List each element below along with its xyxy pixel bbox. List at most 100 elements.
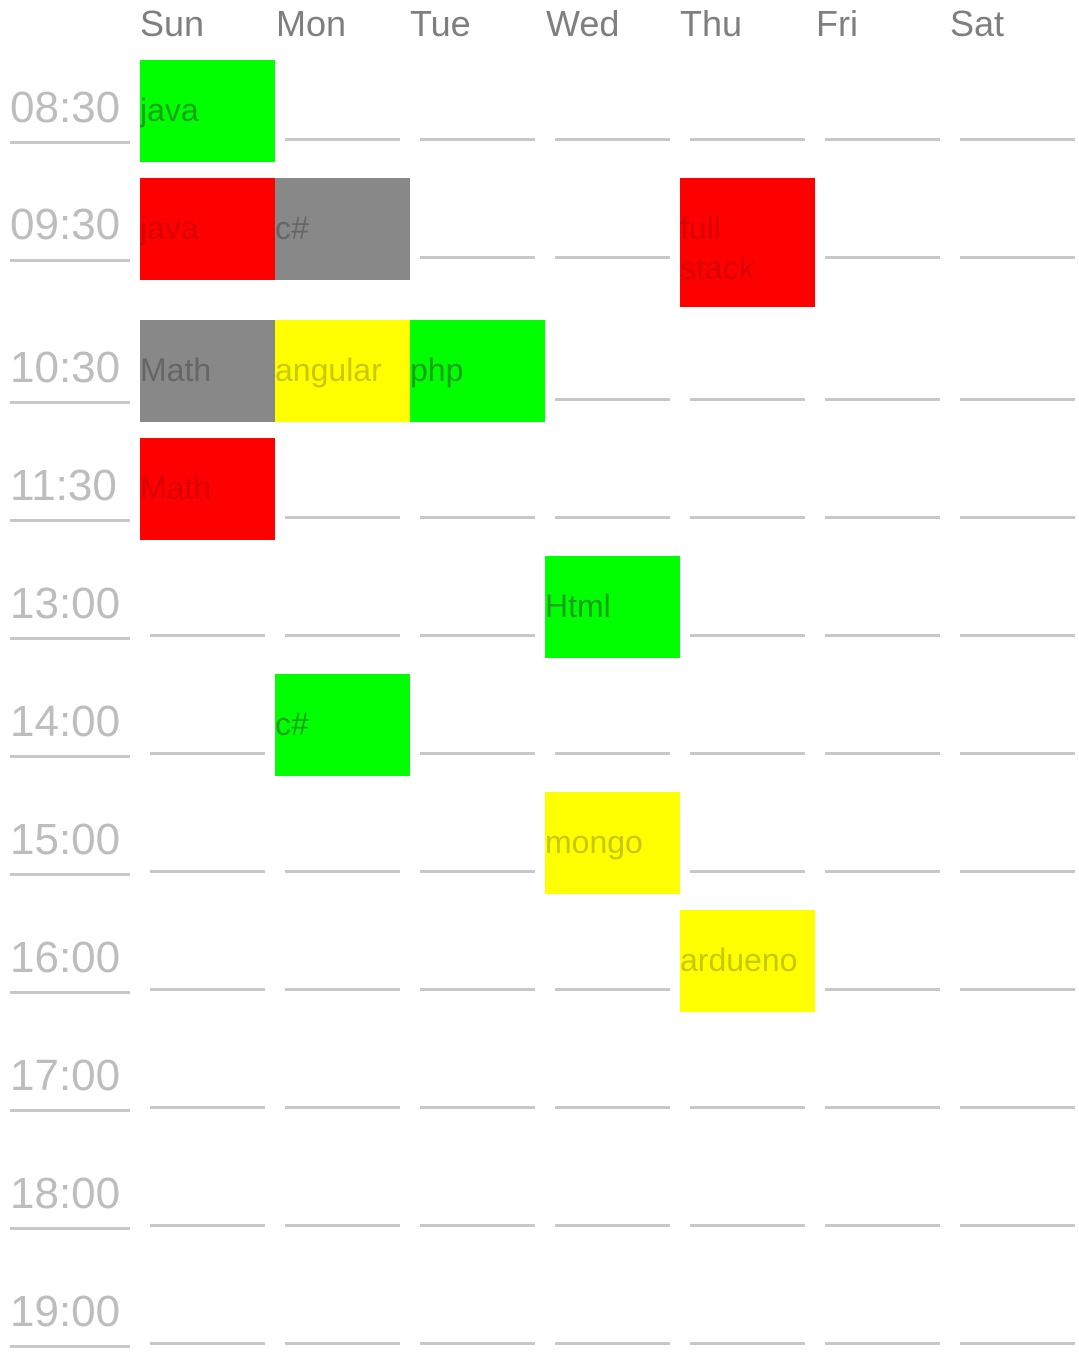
empty-slot-divider[interactable]: [825, 1342, 940, 1345]
empty-slot-divider[interactable]: [150, 1342, 265, 1345]
empty-slot-divider[interactable]: [420, 870, 535, 873]
empty-slot-divider[interactable]: [825, 1224, 940, 1227]
empty-slot-divider[interactable]: [285, 1224, 400, 1227]
day-header-thu[interactable]: Thu: [680, 3, 743, 44]
class-block[interactable]: java: [140, 178, 275, 280]
empty-slot-divider[interactable]: [285, 1342, 400, 1345]
empty-slot-divider[interactable]: [960, 870, 1075, 873]
empty-slot-divider[interactable]: [285, 1106, 400, 1109]
empty-slot-divider[interactable]: [825, 634, 940, 637]
empty-slot-divider[interactable]: [825, 138, 940, 141]
empty-slot-divider[interactable]: [555, 988, 670, 991]
empty-slot-divider[interactable]: [690, 1342, 805, 1345]
empty-slot-divider[interactable]: [285, 988, 400, 991]
empty-slot-divider[interactable]: [150, 988, 265, 991]
empty-slot-divider[interactable]: [555, 1342, 670, 1345]
empty-slot-divider[interactable]: [825, 516, 940, 519]
time-label: 08:30: [10, 83, 121, 132]
time-divider: [10, 755, 130, 758]
time-label: 10:30: [10, 343, 121, 392]
time-divider: [10, 1227, 130, 1230]
empty-slot-divider[interactable]: [960, 516, 1075, 519]
time-divider: [10, 1345, 130, 1348]
class-block[interactable]: php: [410, 320, 545, 422]
empty-slot-divider[interactable]: [420, 516, 535, 519]
empty-slot-divider[interactable]: [420, 256, 535, 259]
empty-slot-divider[interactable]: [285, 870, 400, 873]
day-header-wed[interactable]: Wed: [546, 3, 620, 44]
empty-slot-divider[interactable]: [960, 988, 1075, 991]
empty-slot-divider[interactable]: [825, 398, 940, 401]
empty-slot-divider[interactable]: [690, 138, 805, 141]
day-header-mon[interactable]: Mon: [276, 3, 347, 44]
empty-slot-divider[interactable]: [150, 1106, 265, 1109]
class-block-label: ardueno: [680, 942, 798, 978]
empty-slot-divider[interactable]: [420, 1106, 535, 1109]
empty-slot-divider[interactable]: [690, 752, 805, 755]
empty-slot-divider[interactable]: [555, 752, 670, 755]
empty-slot-divider[interactable]: [420, 988, 535, 991]
empty-slot-divider[interactable]: [150, 870, 265, 873]
empty-slot-divider[interactable]: [825, 988, 940, 991]
empty-slot-divider[interactable]: [285, 516, 400, 519]
empty-slot-divider[interactable]: [555, 1224, 670, 1227]
day-header-sun[interactable]: Sun: [140, 3, 205, 44]
class-block[interactable]: c#: [275, 178, 410, 280]
time-divider: [10, 1109, 130, 1112]
empty-slot-divider[interactable]: [825, 752, 940, 755]
class-block-label: Math: [140, 352, 212, 388]
empty-slot-divider[interactable]: [555, 398, 670, 401]
empty-slot-divider[interactable]: [150, 1224, 265, 1227]
class-block[interactable]: Math: [140, 438, 275, 540]
empty-slot-divider[interactable]: [825, 1106, 940, 1109]
day-header-fri[interactable]: Fri: [816, 3, 858, 44]
empty-slot-divider[interactable]: [960, 634, 1075, 637]
time-divider: [10, 401, 130, 404]
time-divider: [10, 519, 130, 522]
empty-slot-divider[interactable]: [555, 1106, 670, 1109]
empty-slot-divider[interactable]: [960, 256, 1075, 259]
day-header-sat[interactable]: Sat: [950, 3, 1005, 44]
time-label: 16:00: [10, 933, 121, 982]
empty-slot-divider[interactable]: [690, 634, 805, 637]
empty-slot-divider[interactable]: [420, 634, 535, 637]
empty-slot-divider[interactable]: [960, 1342, 1075, 1345]
empty-slot-divider[interactable]: [960, 752, 1075, 755]
time-divider: [10, 637, 130, 640]
empty-slot-divider[interactable]: [960, 398, 1075, 401]
time-label: 18:00: [10, 1169, 121, 1218]
empty-slot-divider[interactable]: [960, 1224, 1075, 1227]
empty-slot-divider[interactable]: [150, 634, 265, 637]
empty-slot-divider[interactable]: [825, 870, 940, 873]
empty-slot-divider[interactable]: [555, 138, 670, 141]
empty-slot-divider[interactable]: [285, 138, 400, 141]
class-block[interactable]: Math: [140, 320, 275, 422]
empty-slot-divider[interactable]: [960, 1106, 1075, 1109]
class-block-label: angular: [275, 352, 382, 388]
empty-slot-divider[interactable]: [555, 516, 670, 519]
class-block[interactable]: c#: [275, 674, 410, 776]
class-block-label: Math: [140, 470, 212, 506]
empty-slot-divider[interactable]: [420, 138, 535, 141]
empty-slot-divider[interactable]: [150, 752, 265, 755]
empty-slot-divider[interactable]: [420, 1342, 535, 1345]
empty-slot-divider[interactable]: [285, 634, 400, 637]
empty-slot-divider[interactable]: [690, 398, 805, 401]
empty-slot-divider[interactable]: [690, 1106, 805, 1109]
empty-slot-divider[interactable]: [690, 870, 805, 873]
day-header-tue[interactable]: Tue: [410, 3, 471, 44]
empty-slot-divider[interactable]: [690, 516, 805, 519]
empty-slot-divider[interactable]: [690, 1224, 805, 1227]
class-block[interactable]: java: [140, 60, 275, 162]
empty-slot-divider[interactable]: [555, 256, 670, 259]
empty-slot-divider[interactable]: [960, 138, 1075, 141]
class-block[interactable]: mongo: [545, 792, 680, 894]
class-block[interactable]: full stack: [680, 178, 815, 307]
class-block[interactable]: Html: [545, 556, 680, 658]
empty-slot-divider[interactable]: [420, 752, 535, 755]
empty-slot-divider[interactable]: [825, 256, 940, 259]
class-block[interactable]: ardueno: [680, 910, 815, 1012]
empty-slot-divider[interactable]: [420, 1224, 535, 1227]
time-label: 15:00: [10, 815, 121, 864]
class-block[interactable]: angular: [275, 320, 410, 422]
